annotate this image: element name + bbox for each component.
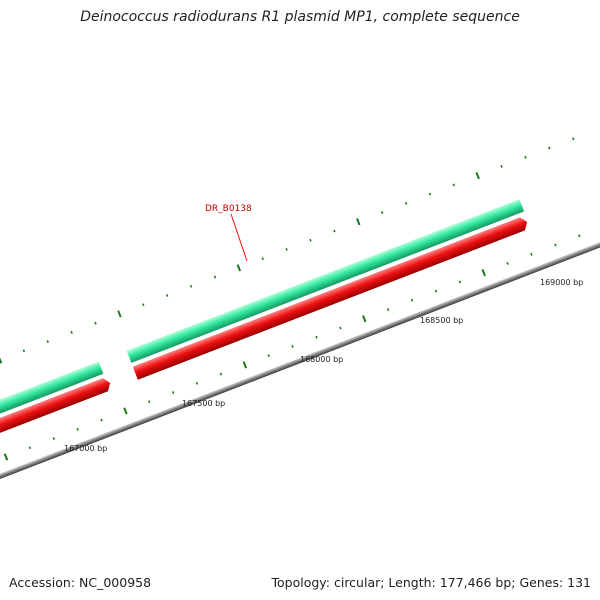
position-label-169000: 169000 bp <box>540 278 583 287</box>
upper-row-minor-tick <box>500 165 503 168</box>
lower-row-minor-tick <box>530 252 533 256</box>
upper-row-minor-tick <box>46 340 49 343</box>
lower-row-minor-tick <box>195 381 199 385</box>
lower-row-major-tick <box>362 315 367 323</box>
position-label-168500: 168500 bp <box>420 316 463 325</box>
lower-row-minor-tick <box>148 400 151 404</box>
outer-tick-row-lower <box>3 234 581 461</box>
position-label-168000: 168000 bp <box>300 355 343 364</box>
lower-row-minor-tick <box>172 391 175 394</box>
lower-row-minor-tick <box>28 446 32 450</box>
lower-row-minor-tick <box>100 418 103 422</box>
upper-row-minor-tick <box>213 275 217 279</box>
lower-row-minor-tick <box>434 289 438 293</box>
upper-row-major-tick <box>117 310 122 318</box>
lower-row-minor-tick <box>267 354 270 358</box>
upper-row-major-tick <box>0 357 3 364</box>
upper-row-minor-tick <box>404 201 408 205</box>
upper-row-major-tick <box>356 218 361 226</box>
upper-row-minor-tick <box>261 257 264 261</box>
upper-row-minor-tick <box>142 303 145 307</box>
upper-row-minor-tick <box>452 183 455 187</box>
upper-row-minor-tick <box>380 211 384 214</box>
upper-row-minor-tick <box>22 349 26 353</box>
forward-gene-segment-left <box>0 361 104 479</box>
lower-row-minor-tick <box>554 243 557 247</box>
upper-row-major-tick <box>236 264 242 272</box>
upper-row-minor-tick <box>428 192 432 196</box>
upper-row-minor-tick <box>70 330 73 334</box>
forward-gene-dr-b0138[interactable] <box>126 199 525 363</box>
upper-row-minor-tick <box>524 155 527 159</box>
lower-row-major-tick <box>481 269 486 277</box>
accession-text: Accession: NC_000958 <box>9 575 152 590</box>
lower-row-minor-tick <box>315 335 318 339</box>
reverse-gene-segment-left <box>0 378 111 495</box>
position-label-167500: 167500 bp <box>182 399 225 408</box>
upper-row-minor-tick <box>309 238 312 242</box>
upper-row-minor-tick <box>189 284 193 288</box>
lower-row-minor-tick <box>578 234 581 238</box>
map-title: Deinococcus radiodurans R1 plasmid MP1, … <box>80 9 520 25</box>
lower-row-major-tick <box>242 361 248 369</box>
lower-row-minor-tick <box>506 262 509 265</box>
upper-row-minor-tick <box>333 229 336 233</box>
upper-row-minor-tick <box>285 248 288 251</box>
plasmid-backbone <box>0 170 600 536</box>
lower-row-minor-tick <box>410 298 414 302</box>
position-label-167000: 167000 bp <box>64 444 107 453</box>
upper-row-major-tick <box>475 172 480 180</box>
outer-tick-row-upper <box>0 137 575 364</box>
backbone-group <box>0 170 600 536</box>
lower-row-minor-tick <box>458 280 461 284</box>
gene-label-leader <box>230 213 248 262</box>
lower-row-minor-tick <box>52 437 55 440</box>
lower-row-minor-tick <box>219 372 223 376</box>
upper-row-minor-tick <box>548 146 551 150</box>
lower-row-minor-tick <box>386 308 390 311</box>
reverse-gene-segment-right[interactable] <box>132 215 530 380</box>
topology-summary-text: Topology: circular; Length: 177,466 bp; … <box>271 575 592 590</box>
upper-row-minor-tick <box>166 294 169 297</box>
lower-row-major-tick <box>123 407 128 415</box>
upper-row-minor-tick <box>94 321 97 325</box>
lower-row-minor-tick <box>291 345 294 348</box>
gene-label-dr-b0138[interactable]: DR_B0138 <box>205 204 252 214</box>
upper-row-minor-tick <box>572 137 575 141</box>
lower-row-minor-tick <box>76 427 79 431</box>
lower-row-minor-tick <box>339 326 342 330</box>
lower-row-major-tick <box>3 453 9 461</box>
